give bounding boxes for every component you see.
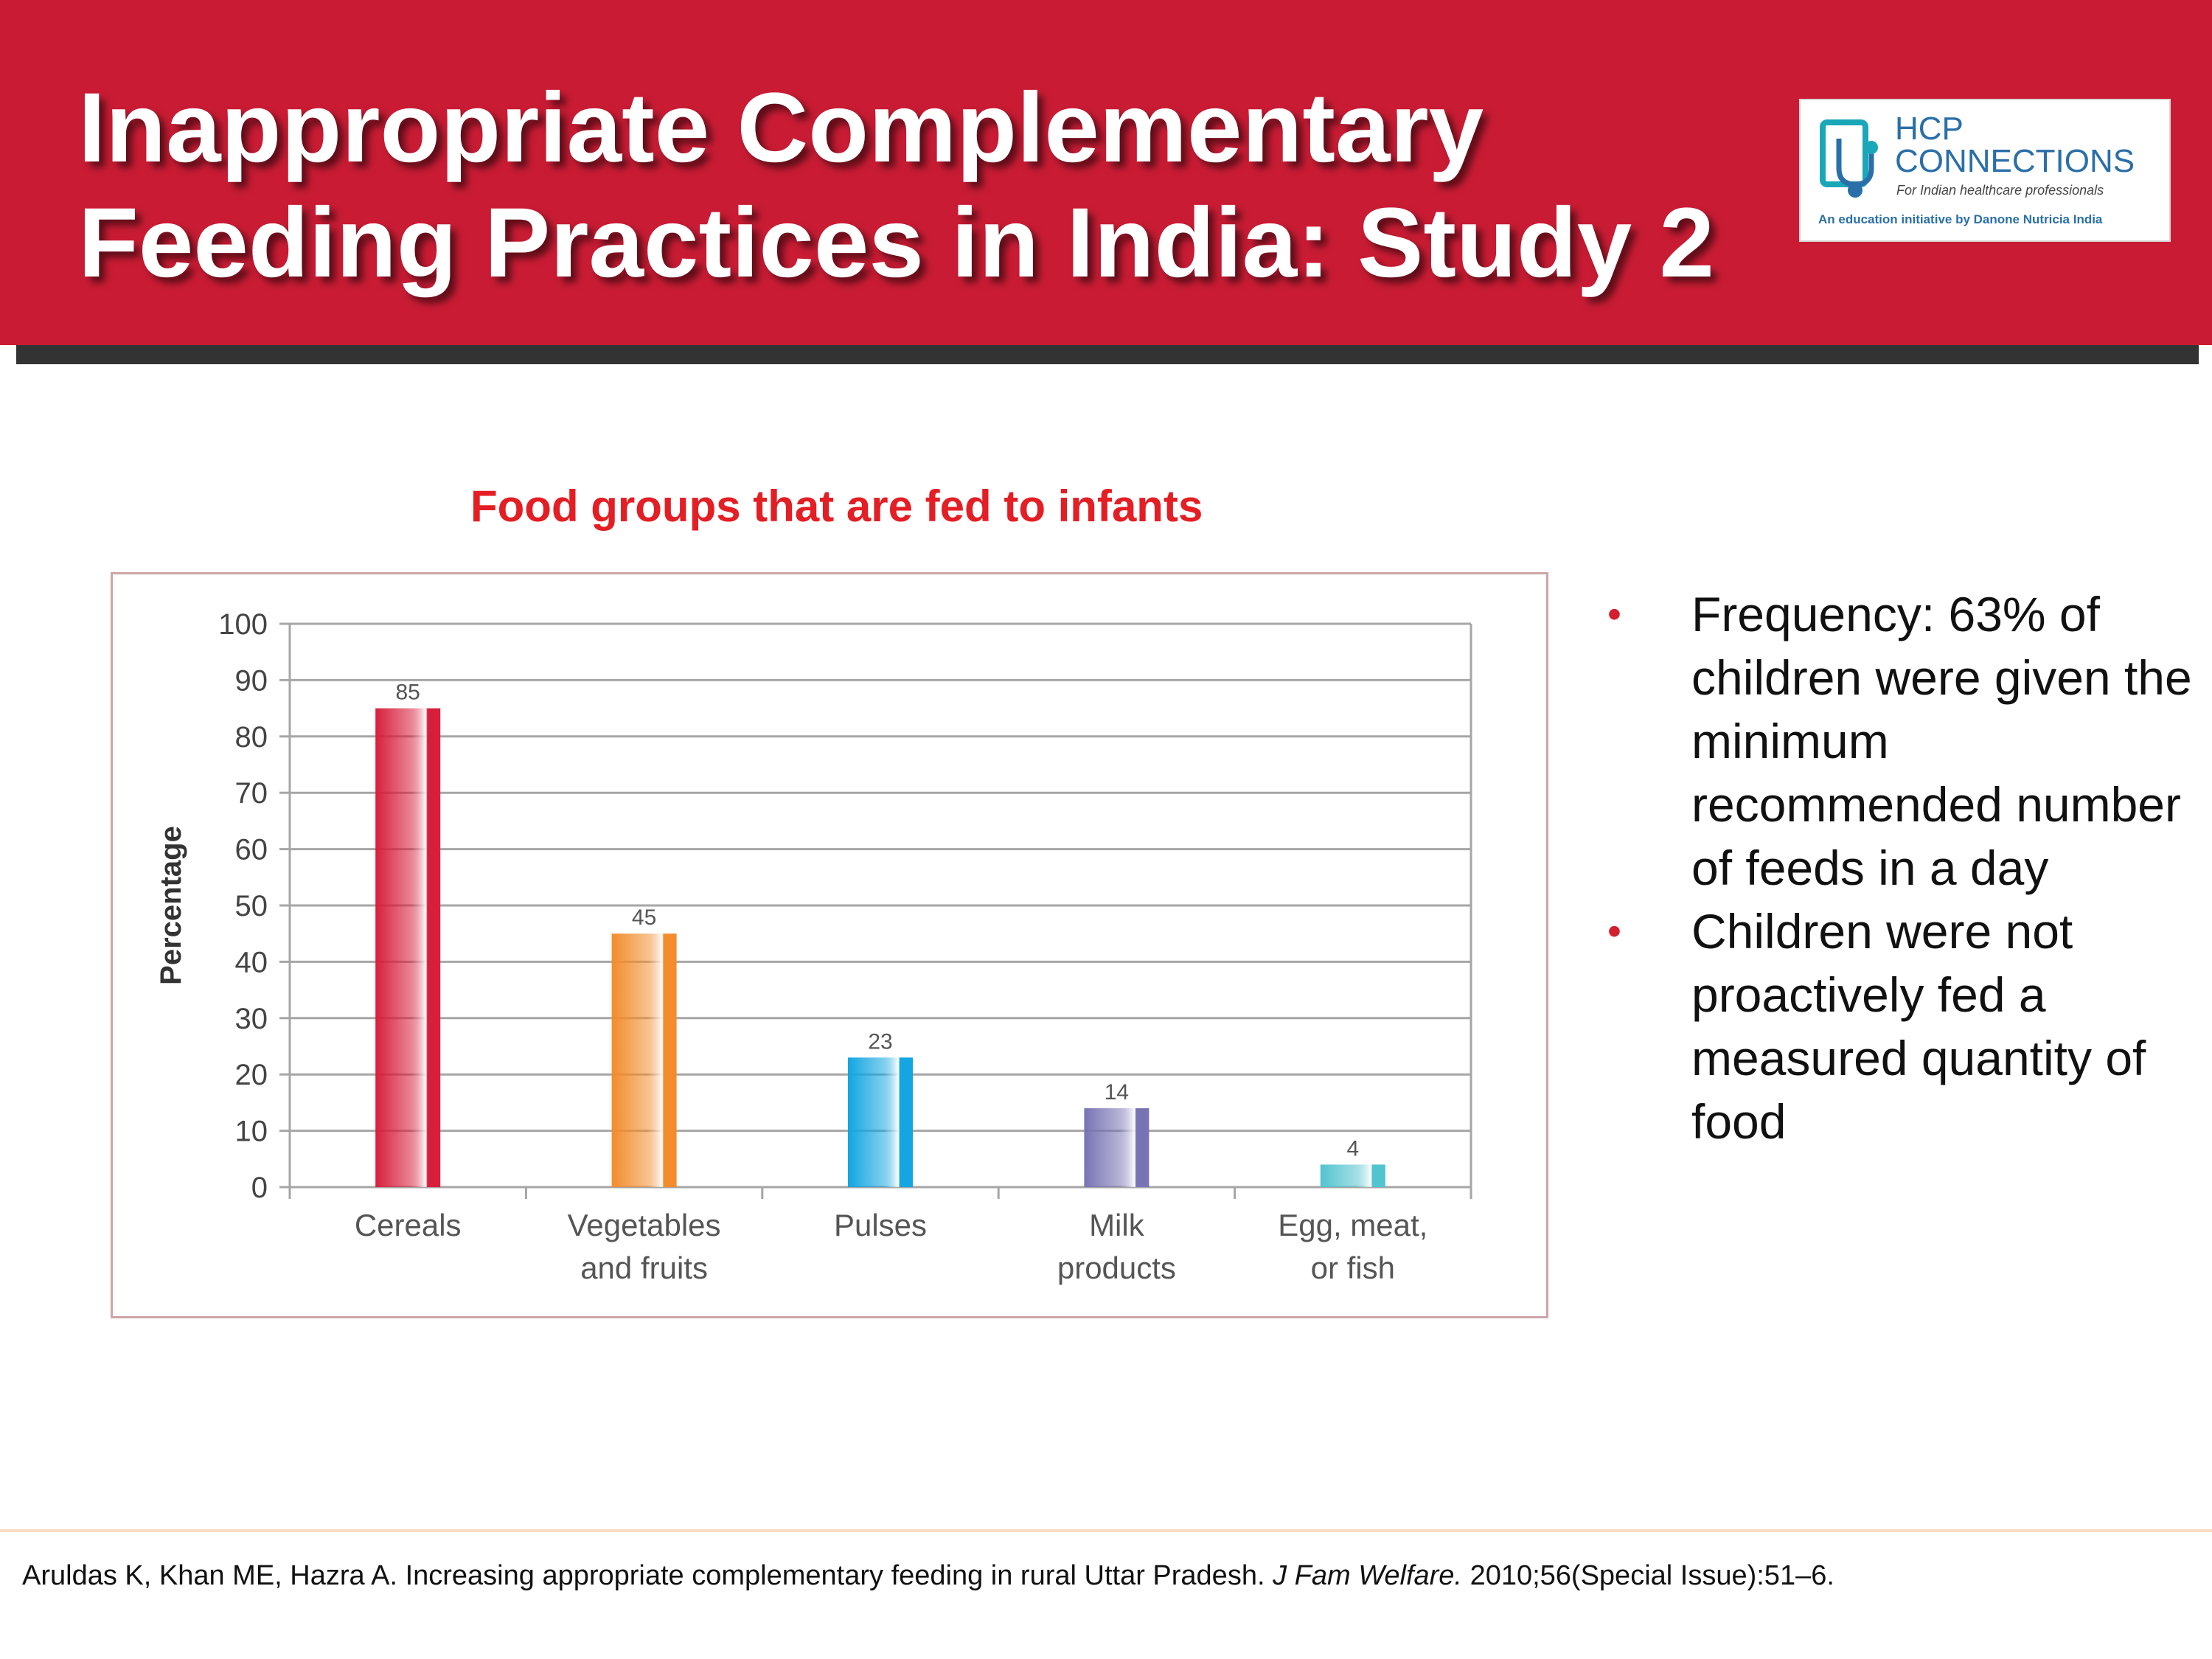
footer-divider (0, 1529, 2212, 1532)
logo-line-1: HCP (1895, 111, 1964, 147)
y-tick-label: 40 (235, 946, 268, 978)
y-tick-label: 10 (235, 1116, 268, 1148)
y-axis-label: Percentage (155, 826, 187, 985)
bullet-text: Children were not proactively fed a meas… (1691, 904, 2146, 1149)
bar-value-label: 85 (396, 681, 420, 705)
bar (848, 1057, 913, 1187)
bar-value-label: 14 (1105, 1080, 1129, 1105)
x-category-label: and fruits (580, 1251, 708, 1285)
y-tick-label: 90 (235, 664, 268, 697)
bullet-item: • Children were not proactively fed a me… (1607, 900, 2197, 1153)
bar (1320, 1164, 1385, 1187)
header-shadow (16, 345, 2199, 364)
bullet-icon: • (1607, 592, 1621, 636)
bar-chart: 0 10 20 30 40 50 60 70 80 90 100 Percentage 85 Cereal… (155, 608, 1472, 1285)
x-category-label: products (1057, 1251, 1176, 1285)
y-tick-label: 30 (235, 1003, 268, 1035)
y-tick-label: 80 (235, 721, 268, 754)
chart-frame: 0 10 20 30 40 50 60 70 80 90 100 Percentage 85 Cereal… (111, 572, 1548, 1318)
x-category-label: Cereals (355, 1208, 462, 1242)
bullet-item: • Frequency: 63% of children were given … (1607, 582, 2197, 900)
bar (1084, 1108, 1150, 1187)
title-line-2: Feeding Practices in India: Study 2 (78, 188, 1714, 298)
logo-line-2: CONNECTIONS (1895, 143, 2135, 179)
x-category-label: Milk (1089, 1208, 1145, 1242)
citation-details: 2010;56(Special Issue):51–6. (1470, 1560, 1834, 1591)
bar-value-label: 23 (868, 1029, 892, 1054)
y-tick-label: 100 (218, 608, 268, 641)
bar-value-label: 45 (632, 905, 656, 930)
citation: Aruldas K, Khan ME, Hazra A. Increasing … (22, 1560, 1834, 1592)
bar (375, 708, 441, 1187)
citation-authors: Aruldas K, Khan ME, Hazra A. Increasing … (22, 1560, 1265, 1591)
logo-tagline: For Indian healthcare professionals (1896, 183, 2104, 198)
logo-initiative: An education initiative by Danone Nutric… (1818, 212, 2103, 226)
bullet-text: Frequency: 63% of children were given th… (1691, 587, 2192, 895)
stethoscope-tablet-icon (1820, 119, 1878, 198)
bullet-icon: • (1607, 909, 1621, 953)
x-category-label: or fish (1311, 1251, 1395, 1285)
y-tick-label: 20 (235, 1059, 268, 1091)
bar-value-label: 4 (1346, 1136, 1359, 1161)
y-tick-label: 0 (251, 1172, 268, 1204)
hcp-connections-logo: HCP CONNECTIONS For Indian healthcare pr… (1799, 99, 2171, 242)
x-category-label: Egg, meat, (1278, 1208, 1427, 1242)
title-line-1: Inappropriate Complementary (78, 73, 1484, 183)
bullet-list: • Frequency: 63% of children were given … (1607, 582, 2197, 1153)
bar (611, 933, 677, 1187)
y-tick-label: 50 (235, 890, 268, 922)
x-category-label: Pulses (834, 1208, 927, 1242)
chart-heading: Food groups that are fed to infants (470, 481, 1203, 531)
y-tick-label: 60 (235, 834, 268, 866)
citation-journal: J Fam Welfare. (1273, 1560, 1462, 1591)
slide-title: Inappropriate Complementary Feeding Prac… (78, 71, 1759, 301)
x-category-label: Vegetables (568, 1208, 721, 1242)
y-tick-label: 70 (235, 777, 268, 810)
